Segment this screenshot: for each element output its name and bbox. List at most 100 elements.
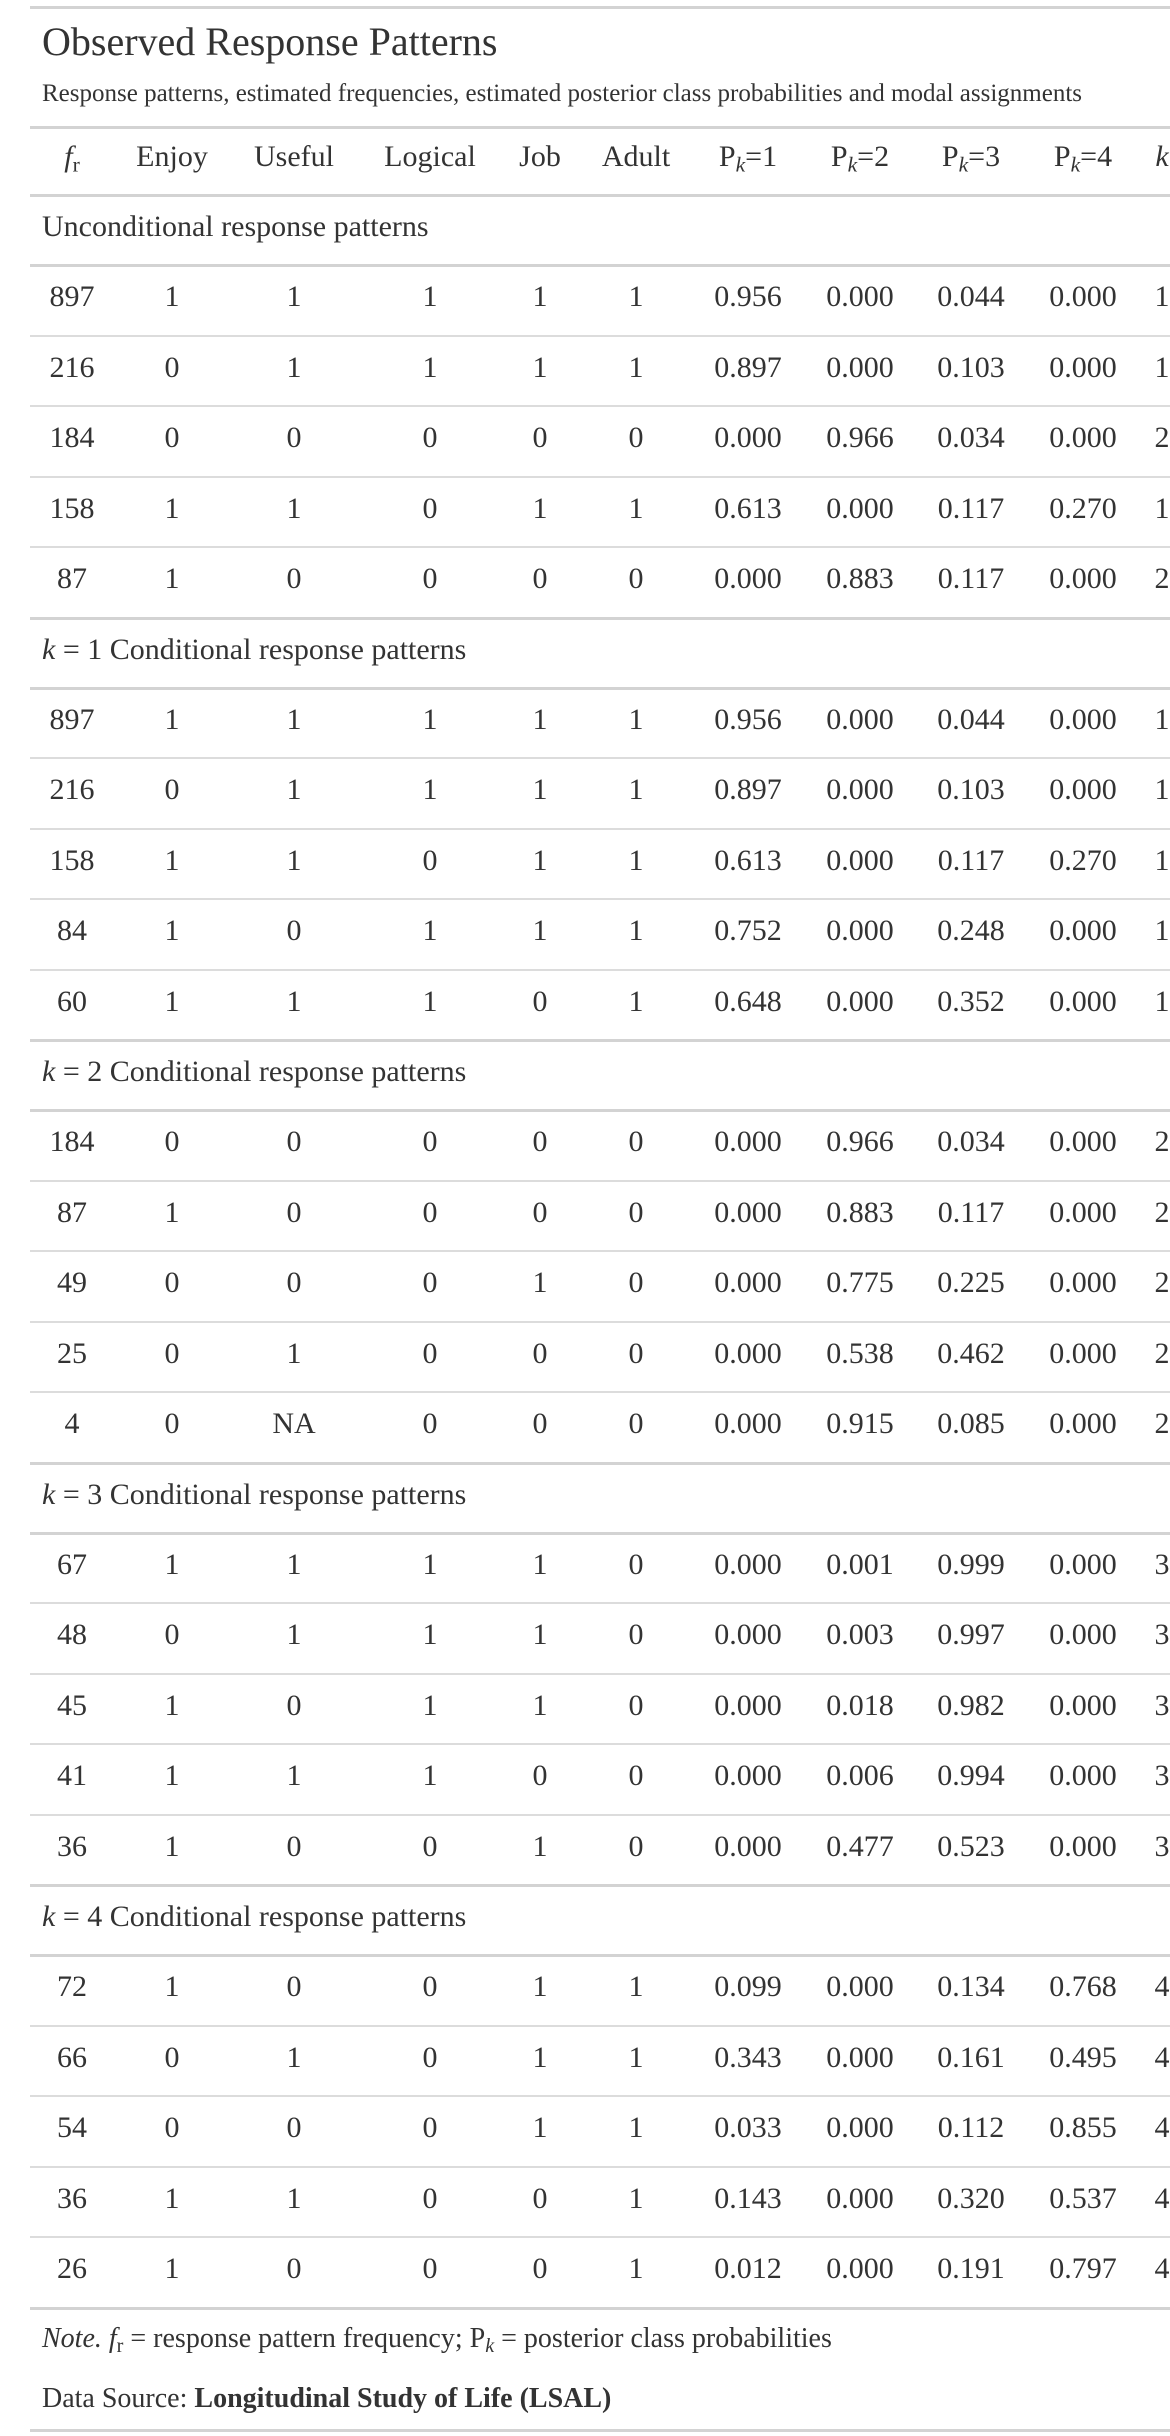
cell-job: 0 [532,1336,548,1370]
cell-useful: 0 [286,1970,302,2003]
cell-enjoy: 0 [164,773,180,806]
cell-useful: 0 [286,421,302,454]
cell-modal-class: 2 [1154,1336,1170,1370]
cell-p-k1: 0.000 [714,1125,782,1158]
cell-frequency: 66 [57,2040,87,2074]
column-header-p-k3: Pk=3 [942,140,1000,177]
cell-adult: 0 [628,1125,644,1158]
cell-job: 1 [532,350,548,384]
cell-adult: 0 [628,1759,644,1792]
group-bottom-rule [30,1884,1170,1887]
cell-p-k3: 0.134 [937,1970,1005,2003]
cell-job: 1 [532,773,548,806]
cell-modal-class: 4 [1154,2040,1170,2074]
cell-job: 0 [532,2252,548,2285]
cell-p-k2: 0.000 [826,2181,894,2215]
cell-enjoy: 0 [164,1618,180,1651]
column-header-adult: Adult [601,140,671,173]
cell-logical: 1 [422,773,438,806]
cell-modal-class: 1 [1154,350,1170,384]
row-divider [30,827,1170,830]
cell-enjoy: 1 [164,1759,180,1792]
p-subscript: k [735,152,746,177]
cell-p-k1: 0.000 [714,1618,782,1651]
cell-adult: 1 [628,843,644,877]
group-label-rule [30,1109,1170,1112]
cell-modal-class: 2 [1154,562,1170,595]
cell-p-k4: 0.000 [1049,702,1117,736]
cell-enjoy: 1 [164,1195,180,1229]
cell-p-k2: 0.018 [826,1688,894,1722]
cell-adult: 1 [628,984,644,1018]
cell-p-k4: 0.797 [1049,2252,1117,2285]
cell-p-k3: 0.103 [937,350,1005,384]
cell-enjoy: 1 [164,702,180,736]
cell-p-k1: 0.000 [714,1759,782,1792]
cell-frequency: 216 [49,773,95,806]
cell-p-k2: 0.000 [826,773,894,806]
cell-frequency: 158 [49,491,95,525]
cell-p-k3: 0.352 [937,984,1005,1018]
row-divider [30,1250,1170,1252]
cell-p-k2: 0.000 [826,843,894,877]
column-header-useful: Useful [254,140,334,173]
cell-adult: 0 [628,1407,644,1440]
cell-modal-class: 2 [1154,1195,1170,1229]
cell-job: 1 [532,843,548,877]
group-label: Unconditional response patterns [42,210,429,244]
cell-logical: 1 [422,914,438,947]
frequency-symbol: f [64,140,73,173]
cell-p-k3: 0.034 [937,421,1005,454]
cell-frequency: 216 [49,350,95,384]
group-label: k = 1 Conditional response patterns [42,633,466,667]
cell-useful: 1 [286,280,302,313]
cell-adult: 1 [628,1970,644,2003]
cell-logical: 1 [422,984,438,1018]
cell-useful: 0 [286,1125,302,1158]
group-k-symbol: k [42,1055,56,1088]
cell-p-k1: 0.143 [714,2181,782,2215]
row-divider [30,1602,1170,1604]
cell-adult: 0 [628,562,644,595]
cell-useful: 1 [286,773,302,806]
cell-p-k2: 0.477 [826,1829,894,1863]
cell-adult: 1 [628,2040,644,2074]
note-text-frequency: = response pattern frequency; [123,2322,470,2354]
cell-logical: 0 [422,562,438,595]
cell-frequency: 25 [57,1336,87,1370]
cell-useful: 1 [286,350,302,384]
cell-p-k2: 0.966 [826,1125,894,1158]
note-fr-subscript: r [116,2334,124,2357]
cell-logical: 1 [422,1547,438,1581]
cell-modal-class: 1 [1154,280,1170,313]
cell-p-k1: 0.000 [714,562,782,595]
data-source: Data Source: Longitudinal Study of Life … [42,2383,611,2415]
cell-logical: 0 [422,2040,438,2074]
cell-useful: 1 [286,843,302,877]
data-source-label: Data Source: [42,2382,195,2414]
cell-enjoy: 1 [164,1970,180,2003]
cell-job: 0 [532,1759,548,1792]
cell-p-k1: 0.000 [714,1336,782,1370]
cell-logical: 0 [422,843,438,877]
cell-p-k3: 0.999 [937,1547,1005,1581]
cell-p-k4: 0.000 [1049,1407,1117,1440]
cell-logical: 1 [422,350,438,384]
cell-p-k4: 0.855 [1049,2111,1117,2144]
note-fr-symbol: f [108,2322,117,2354]
cell-p-k3: 0.117 [937,1195,1005,1229]
row-divider [30,475,1170,478]
cell-adult: 0 [628,1195,644,1229]
cell-adult: 1 [628,280,644,313]
table-subtitle: Response patterns, estimated frequencies… [42,80,1083,107]
cell-p-k3: 0.320 [937,2181,1005,2215]
cell-adult: 0 [628,1336,644,1370]
p-subscript: k [847,152,858,177]
cell-modal-class: 2 [1154,1266,1170,1299]
cell-p-k3: 0.225 [937,1266,1005,1299]
cell-frequency: 26 [57,2252,87,2285]
cell-frequency: 41 [57,1759,87,1792]
cell-enjoy: 0 [164,1266,180,1299]
cell-p-k4: 0.000 [1049,1759,1117,1792]
row-divider [30,2165,1170,2168]
